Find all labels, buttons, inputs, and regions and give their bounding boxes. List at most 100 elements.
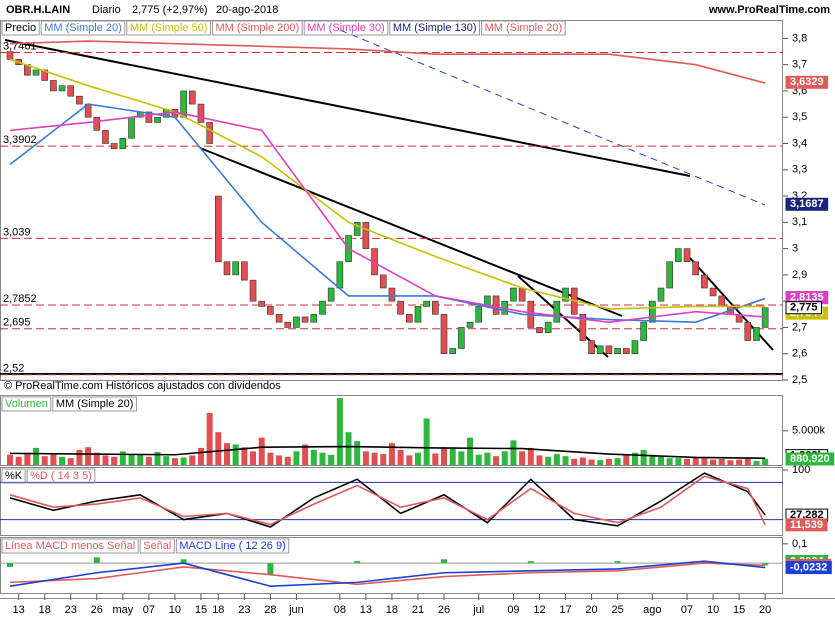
volume-bar	[15, 456, 22, 465]
volume-bar	[718, 458, 725, 465]
value-label: 880.920	[790, 453, 830, 465]
volume-bar	[354, 441, 361, 465]
candle	[605, 345, 613, 355]
histogram-bar	[7, 563, 13, 567]
legend-box	[1, 20, 40, 36]
candle	[562, 287, 569, 302]
indicator-line	[9, 560, 766, 588]
candle	[336, 261, 344, 289]
volume-bar	[380, 454, 387, 465]
volume-bar	[41, 456, 48, 465]
x-tick-label: 15	[195, 604, 207, 616]
candle	[206, 122, 213, 144]
volume-bar	[441, 447, 447, 465]
x-tick-label: 07	[143, 604, 155, 616]
candle	[197, 103, 205, 123]
volume-bar	[658, 456, 664, 465]
volume-bar	[710, 459, 717, 465]
volume-bar	[666, 458, 673, 465]
level-label: 2,695	[3, 317, 31, 329]
volume-bar	[762, 458, 769, 465]
volume-bar	[553, 454, 560, 465]
volume-bar	[145, 456, 152, 465]
date: 20-ago-2018	[216, 4, 278, 16]
candle	[536, 327, 543, 334]
value-label: 3,6329	[790, 76, 824, 88]
histogram-bar	[93, 557, 100, 564]
candle	[258, 300, 266, 307]
legend-entry: MM (Simple 20)	[56, 398, 134, 410]
volume-bar	[180, 457, 187, 465]
candle	[319, 300, 326, 315]
volume-bar	[328, 454, 335, 465]
volume-bar	[588, 459, 595, 465]
candle	[223, 261, 231, 276]
x-tick-label: 20	[759, 604, 771, 616]
volume-bar	[727, 460, 734, 465]
volume-bar	[302, 444, 309, 465]
candle	[649, 300, 656, 323]
volume-bar	[33, 447, 40, 465]
level-label: 3,039	[3, 226, 31, 238]
legend-entry: MM (Simple 30)	[307, 22, 385, 34]
candle	[544, 321, 552, 334]
site: www.ProRealTime.com	[708, 4, 830, 16]
candle	[579, 314, 587, 341]
candle	[215, 195, 222, 263]
candle	[622, 348, 630, 355]
volume-bar	[545, 456, 552, 465]
legend-entry: MM (Simple 20)	[485, 22, 563, 34]
candle	[293, 316, 300, 328]
histogram-bar	[180, 559, 187, 564]
volume-bar	[276, 455, 283, 465]
y-tick-label: 3,8	[792, 32, 807, 44]
candle	[657, 287, 665, 302]
volume-bar	[224, 443, 230, 465]
volume-bar	[675, 458, 682, 465]
volume-bar	[267, 452, 274, 465]
indicator-line	[9, 562, 766, 586]
volume-bar	[579, 457, 586, 465]
x-tick-label: 18	[386, 604, 398, 616]
candle	[492, 295, 500, 315]
legend-box	[1, 538, 139, 554]
candle	[397, 300, 404, 315]
candle	[379, 274, 387, 289]
candle	[119, 137, 127, 150]
candle	[510, 287, 517, 302]
volume-bar	[501, 451, 508, 465]
indicator-line	[9, 40, 766, 84]
y-tick-label: 0,1	[792, 538, 807, 550]
volume-bar	[345, 432, 352, 465]
x-tick-label: 26	[91, 604, 103, 616]
volume-bar	[258, 437, 265, 465]
legend-entry: Señal	[143, 540, 171, 552]
indicator-line	[9, 111, 766, 323]
volume-bar	[614, 458, 621, 465]
volume-bar	[362, 451, 369, 465]
volume-bar	[597, 460, 604, 465]
candle	[414, 306, 422, 323]
histogram-bar	[354, 561, 361, 564]
level-label: 3,3902	[3, 134, 37, 146]
x-tick-label: 12	[533, 604, 545, 616]
volume-bar	[336, 398, 343, 465]
volume-bar	[163, 456, 170, 465]
volume-bar	[493, 456, 500, 465]
value-label: -0,0232	[790, 561, 827, 573]
y-tick-label: 3,4	[792, 137, 807, 149]
volume-bar	[67, 458, 74, 465]
candle	[701, 274, 708, 289]
candle	[67, 85, 75, 97]
candle	[588, 340, 595, 355]
legend-box	[1, 396, 52, 412]
legend-box	[26, 468, 96, 484]
candle	[58, 85, 66, 92]
volume-bar	[631, 452, 638, 465]
candle	[744, 321, 752, 341]
volume-bar	[510, 440, 517, 465]
legend-entry: Volumen	[5, 398, 48, 410]
indicator-line	[9, 472, 766, 528]
legend-entry: MACD Line ( 12 26 9)	[179, 540, 285, 552]
